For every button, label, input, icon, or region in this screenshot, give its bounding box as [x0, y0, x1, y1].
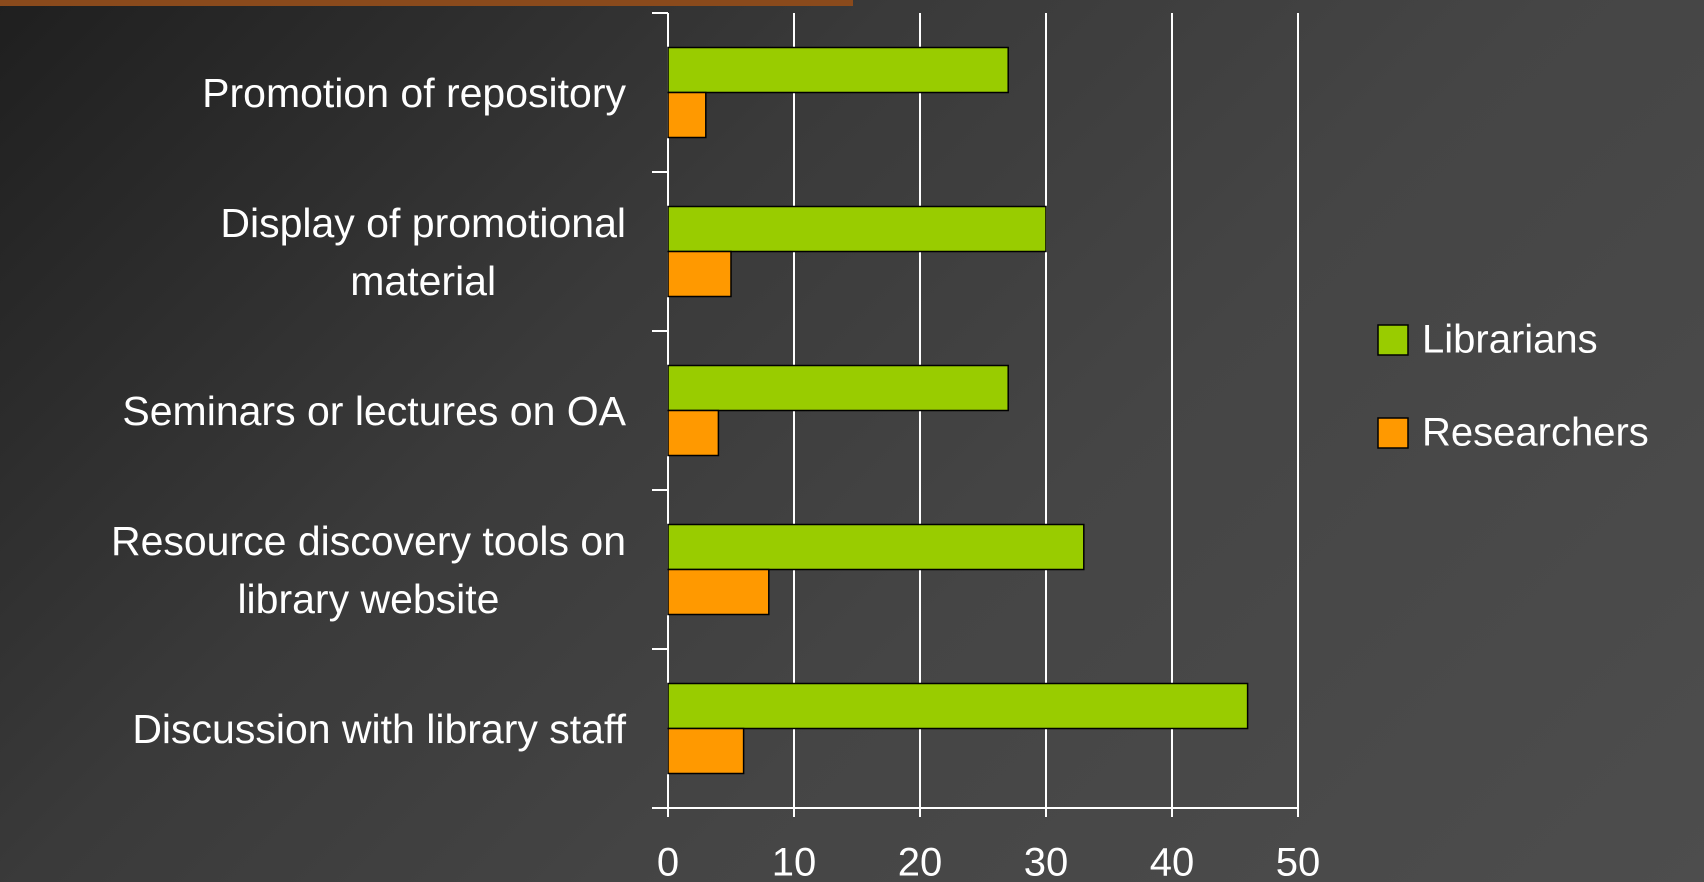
bar	[667, 205, 1047, 253]
x-tick-label: 10	[772, 841, 817, 882]
bar	[667, 364, 1009, 412]
y-tick-label: Resource discovery tools on library webs…	[110, 517, 626, 622]
y-tick-label: Promotion of repository	[202, 69, 626, 116]
bar	[667, 568, 770, 616]
legend-label: Researchers	[1422, 411, 1649, 455]
y-tick-label: Display of promotional material	[220, 199, 626, 304]
bar	[667, 682, 1249, 730]
bar	[667, 91, 707, 139]
x-tick-label: 30	[1024, 841, 1069, 882]
texture-strip	[0, 0, 853, 6]
x-tick-label: 40	[1150, 841, 1195, 882]
legend-swatch	[1377, 324, 1409, 356]
bar	[667, 727, 745, 775]
legend-label: Librarians	[1422, 318, 1598, 362]
x-tick-label: 50	[1276, 841, 1321, 882]
x-tick-label: 0	[657, 841, 679, 882]
bar	[667, 409, 720, 457]
bar	[667, 250, 732, 298]
bar	[667, 523, 1085, 571]
legend-swatch	[1377, 417, 1409, 449]
y-tick-label: Seminars or lectures on OA	[122, 387, 626, 434]
bar	[667, 46, 1009, 94]
x-tick-label: 20	[898, 841, 943, 882]
y-tick-label: Discussion with library staff	[132, 705, 626, 752]
